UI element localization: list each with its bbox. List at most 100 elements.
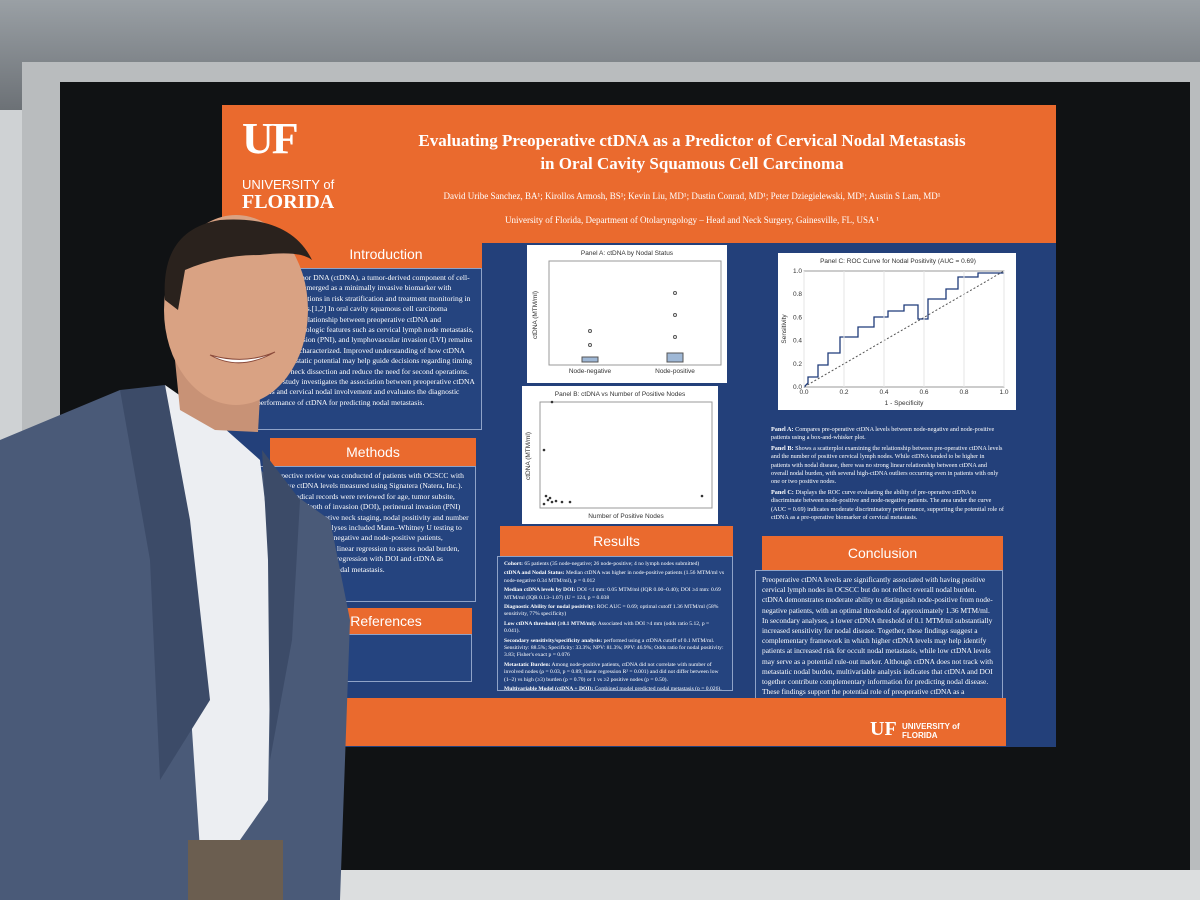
- axis-label: Node-positive: [655, 368, 695, 375]
- item-label: Metastatic Burden:: [504, 661, 551, 668]
- authors: David Uribe Sanchez, BA¹; Kirollos Armos…: [443, 191, 941, 201]
- affiliation: University of Florida, Department of Oto…: [505, 215, 879, 225]
- item-text: Shows a scatterplot examining the relati…: [771, 444, 1003, 486]
- item-text: performed using a ctDNA cutoff of 0.1 MT…: [504, 637, 724, 659]
- item-label: Multivariable Model (ctDNA + DOI):: [504, 686, 594, 691]
- item-text: Among node-positive patients, ctDNA did …: [504, 661, 719, 683]
- x-tick-label: 0.6: [919, 389, 928, 396]
- panel-title: Panel C: ROC Curve for Nodal Positivity …: [820, 258, 976, 265]
- y-tick-label: 0.2: [793, 361, 802, 368]
- x-tick-label: 0.8: [959, 389, 968, 396]
- axis-label: ctDNA (MTM/ml): [525, 432, 532, 480]
- item-label: Median ctDNA levels by DOI:: [504, 587, 576, 594]
- panel-title: Panel A: ctDNA by Nodal Status: [581, 250, 674, 257]
- smile: [209, 351, 276, 364]
- y-tick-label: 0.4: [793, 338, 802, 345]
- item-text: Combined model predicted nodal metastasi…: [594, 686, 722, 691]
- chance-line: [803, 270, 1005, 388]
- logo-line: FLORIDA: [242, 191, 335, 213]
- results-box: Cohort: 65 patients (35 node-negative; 2…: [497, 556, 733, 691]
- item-label: Panel B:: [771, 444, 794, 452]
- scatter-points: [542, 400, 704, 506]
- box: [666, 352, 684, 363]
- result-item: ctDNA and Nodal Status: Median ctDNA was…: [504, 570, 726, 585]
- x-tick-label: 0.2: [839, 389, 848, 396]
- item-text: ROC AUC = 0.69; optimal cutoff 1.36 MTM/…: [504, 604, 719, 618]
- y-tick-label: 1.0: [793, 268, 802, 275]
- axis-label: Node-negative: [569, 368, 612, 375]
- poster-title: Evaluating Preoperative ctDNA as a Predi…: [332, 129, 1052, 175]
- panel-c-plot: Panel C: ROC Curve for Nodal Positivity …: [781, 258, 1009, 407]
- result-item: Secondary sensitivity/specificity analys…: [504, 638, 726, 660]
- result-item: Median ctDNA levels by DOI: DOI <4 mm: 0…: [504, 587, 726, 602]
- panel-b-plot: Panel B: ctDNA vs Number of Positive Nod…: [525, 391, 713, 520]
- logo-line: UNIVERSITY of: [242, 177, 335, 192]
- hair: [164, 219, 312, 310]
- poster-footer: UF UNIVERSITY of FLORIDA: [310, 698, 1006, 746]
- item-text: Compares pre-operative ctDNA levels betw…: [771, 426, 995, 442]
- item-label: Panel C:: [771, 488, 794, 496]
- footer-logo-mark: UF: [870, 718, 897, 740]
- result-item: Metastatic Burden: Among node-positive p…: [504, 662, 726, 684]
- caption: Panel C: Displays the ROC curve evaluati…: [771, 489, 1005, 523]
- item-text: Displays the ROC curve evaluating the ab…: [771, 488, 1004, 522]
- item-label: Diagnostic Ability for nodal positivity:: [504, 604, 596, 611]
- item-label: Low ctDNA threshold (≥0.1 MTM/ml):: [504, 620, 597, 627]
- trousers: [188, 840, 283, 900]
- poster-header: UF UNIVERSITY of FLORIDA Evaluating Preo…: [222, 105, 1056, 243]
- item-label: Secondary sensitivity/specificity analys…: [504, 637, 603, 644]
- plot-frame: [539, 401, 713, 509]
- footer-logo-text: UNIVERSITY of FLORIDA: [902, 722, 960, 740]
- shirt: [165, 385, 272, 850]
- result-item: Multivariable Model (ctDNA + DOI): Combi…: [504, 686, 726, 691]
- caption: Panel A: Compares pre-operative ctDNA le…: [771, 426, 1005, 443]
- result-item: Low ctDNA threshold (≥0.1 MTM/ml): Assoc…: [504, 621, 726, 636]
- axis-label: Sensitivity: [781, 314, 788, 344]
- panel-b: Panel B: ctDNA vs Number of Positive Nod…: [522, 386, 718, 524]
- axis-label: Number of Positive Nodes: [588, 513, 664, 520]
- item-text: DOI <4 mm: 0.05 MTM/ml (IQR 0.00–0.40); …: [504, 587, 721, 601]
- item-label: Panel A:: [771, 426, 794, 433]
- outlier: [588, 329, 592, 333]
- x-tick-label: 0.4: [879, 389, 888, 396]
- axis-label: ctDNA (MTM/ml): [532, 291, 539, 339]
- person: [0, 215, 350, 900]
- outlier: [673, 291, 677, 295]
- item-text: 65 patients (35 node-negative; 26 node-p…: [524, 561, 700, 567]
- x-tick-label: 0.0: [799, 389, 808, 396]
- item-label: Cohort:: [504, 561, 523, 567]
- item-text: Associated with DOI >4 mm (odds ratio 5.…: [504, 620, 710, 635]
- outlier: [673, 313, 677, 317]
- caption: Panel B: Shows a scatterplot examining t…: [771, 445, 1005, 487]
- logo-mark: UF: [242, 114, 299, 163]
- y-tick-label: 0.8: [793, 291, 802, 298]
- lapel: [262, 450, 300, 760]
- axis-label: 1 - Specificity: [885, 400, 924, 407]
- panel-captions: Panel A: Compares pre-operative ctDNA le…: [765, 422, 1011, 527]
- y-tick-label: 0.6: [793, 314, 802, 321]
- panel-c: Panel C: ROC Curve for Nodal Positivity …: [778, 253, 1016, 410]
- section-heading: Results: [500, 526, 733, 556]
- result-item: Cohort: 65 patients (35 node-negative; 2…: [504, 561, 726, 568]
- section-heading: Methods: [270, 438, 476, 466]
- section-heading: Introduction: [290, 240, 482, 268]
- title-line: Evaluating Preoperative ctDNA as a Predi…: [418, 131, 966, 150]
- panel-a: Panel A: ctDNA by Nodal Status ctDNA (MT…: [527, 245, 727, 383]
- section-heading: Conclusion: [762, 536, 1003, 570]
- panel-title: Panel B: ctDNA vs Number of Positive Nod…: [555, 391, 686, 398]
- title-line: in Oral Cavity Squamous Cell Carcinoma: [540, 154, 844, 173]
- x-tick-label: 1.0: [999, 389, 1008, 396]
- section-text: Preoperative ctDNA levels are significan…: [755, 570, 1003, 705]
- lapel: [120, 385, 210, 780]
- item-text: Median ctDNA was higher in node-positive…: [504, 570, 725, 584]
- item-label: ctDNA and Nodal Status:: [504, 570, 565, 577]
- outlier: [588, 343, 592, 347]
- y-tick-label: 0.0: [793, 384, 802, 391]
- result-item: Diagnostic Ability for nodal positivity:…: [504, 604, 726, 619]
- roc-curve: [803, 272, 1004, 388]
- panel-a-plot: Panel A: ctDNA by Nodal Status ctDNA (MT…: [532, 250, 722, 375]
- outlier: [673, 335, 677, 339]
- box: [581, 356, 599, 363]
- plot-frame: [548, 260, 722, 366]
